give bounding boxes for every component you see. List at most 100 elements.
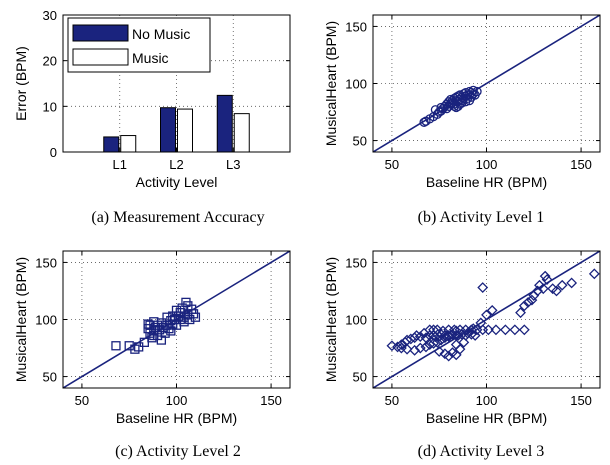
data-point-circle — [464, 95, 475, 106]
x-tick-label: 50 — [385, 393, 399, 408]
data-point-circle — [472, 86, 482, 97]
y-tick-label: 150 — [345, 19, 367, 34]
bar-no-music-l2 — [160, 107, 176, 153]
data-layer — [373, 15, 600, 152]
x-tick-label: 100 — [166, 393, 188, 408]
x-axis-label: Activity Level — [136, 174, 218, 190]
data-point-diamond — [401, 343, 413, 355]
panel-d: 50 100 150 50 100 150 Baseline HR (BPM) Musical… — [323, 250, 601, 460]
data-point-diamond — [499, 324, 511, 336]
y-tick-label: 10 — [43, 99, 57, 114]
data-point-diamond — [458, 336, 470, 348]
data-point-diamond — [433, 346, 445, 357]
data-point-diamond — [482, 324, 494, 336]
panel-c: 50 100 150 50 100 150 Baseline HR (BPM) Musical… — [13, 250, 291, 460]
data-point-square — [166, 326, 176, 336]
data-point-diamond — [481, 309, 492, 321]
data-point-diamond — [414, 342, 426, 354]
x-tick-label: 150 — [570, 393, 592, 408]
data-point-diamond — [443, 331, 455, 343]
data-point-circle — [449, 101, 459, 111]
data-point-circle — [455, 99, 465, 109]
data-point-diamond — [539, 270, 551, 282]
data-point-diamond — [537, 283, 549, 295]
data-point-diamond — [428, 338, 439, 349]
data-point-diamond — [588, 268, 600, 280]
panel-a: 0 10 20 30 L1 L2 L3 Activity Level Error (BPM) No… — [13, 8, 291, 226]
data-point-diamond — [518, 324, 530, 336]
x-axis-label: Baseline HR (BPM) — [116, 410, 237, 426]
data-point-diamond — [475, 317, 487, 329]
x-tick-label: 150 — [260, 393, 282, 408]
y-tick-label: 100 — [345, 313, 367, 328]
caption-a: (a) Measurement Accuracy — [91, 209, 264, 226]
data-point-diamond — [541, 274, 553, 285]
y-tick-label: 150 — [35, 255, 57, 270]
data-point-diamond — [486, 304, 498, 316]
y-axis-label: MusicalHeart (BPM) — [13, 257, 29, 382]
panel-b: 50 100 150 50 100 150 Baseline HR (BPM) Musical… — [323, 14, 601, 226]
y-tick-label: 100 — [35, 313, 57, 328]
legend-swatch — [72, 48, 129, 66]
data-point-diamond — [420, 341, 432, 353]
data-point-diamond — [467, 323, 479, 335]
data-point-diamond — [522, 296, 534, 308]
y-tick-label: 0 — [50, 145, 57, 160]
data-point-square — [111, 341, 121, 351]
x-tick-label: 150 — [570, 157, 592, 172]
data-layer — [373, 251, 600, 388]
bar-music-l2 — [177, 108, 193, 153]
data-point-square — [145, 320, 155, 330]
data-point-circle — [468, 85, 478, 95]
data-point-diamond — [409, 344, 421, 356]
legend-label: No Music — [132, 26, 190, 42]
data-point-diamond — [409, 332, 421, 344]
data-point-square — [149, 330, 159, 341]
data-point-diamond — [477, 282, 489, 293]
x-tick-label: 50 — [75, 393, 89, 408]
data-point-diamond — [424, 324, 436, 336]
y-tick-label: 150 — [345, 255, 367, 270]
data-point-diamond — [556, 279, 568, 291]
x-tick-label: L3 — [226, 157, 240, 172]
x-tick-label: 100 — [476, 393, 498, 408]
data-point-square — [147, 333, 157, 343]
data-point-diamond — [509, 324, 521, 336]
data-point-square — [162, 312, 172, 322]
data-point-diamond — [462, 327, 474, 339]
data-point-diamond — [437, 325, 449, 337]
bar-music-l1 — [120, 135, 137, 153]
bar-no-music-l3 — [216, 94, 233, 153]
data-point-diamond — [551, 285, 562, 297]
data-point-diamond — [566, 277, 578, 289]
y-tick-label: 20 — [43, 54, 57, 69]
x-tick-label: L2 — [169, 157, 183, 172]
data-point-square — [183, 301, 193, 311]
bar-music-l3 — [233, 113, 250, 153]
data-point-diamond — [431, 336, 443, 348]
data-point-diamond — [395, 339, 407, 351]
data-point-diamond — [392, 341, 404, 353]
x-tick-label: 100 — [476, 157, 498, 172]
y-axis-label: Error (BPM) — [13, 46, 29, 121]
y-axis-label: MusicalHeart (BPM) — [323, 257, 339, 382]
y-axis-label: MusicalHeart (BPM) — [323, 21, 339, 146]
data-point-diamond — [454, 343, 466, 355]
caption-c: (c) Activity Level 2 — [115, 443, 241, 460]
legend-label: Music — [132, 50, 169, 66]
caption-d: (d) Activity Level 3 — [418, 443, 545, 460]
data-point-circle — [461, 97, 471, 107]
y-tick-label: 50 — [43, 370, 57, 385]
x-axis-label: Baseline HR (BPM) — [426, 410, 547, 426]
identity-line — [373, 15, 600, 152]
x-axis-label: Baseline HR (BPM) — [426, 174, 547, 190]
y-tick-label: 50 — [353, 134, 367, 149]
data-point-square — [190, 312, 201, 322]
data-point-diamond — [490, 324, 502, 336]
data-layer — [63, 251, 290, 388]
data-point-diamond — [518, 300, 530, 312]
x-tick-label: L1 — [113, 157, 127, 172]
legend-swatch — [72, 24, 129, 42]
caption-b: (b) Activity Level 1 — [418, 209, 545, 226]
